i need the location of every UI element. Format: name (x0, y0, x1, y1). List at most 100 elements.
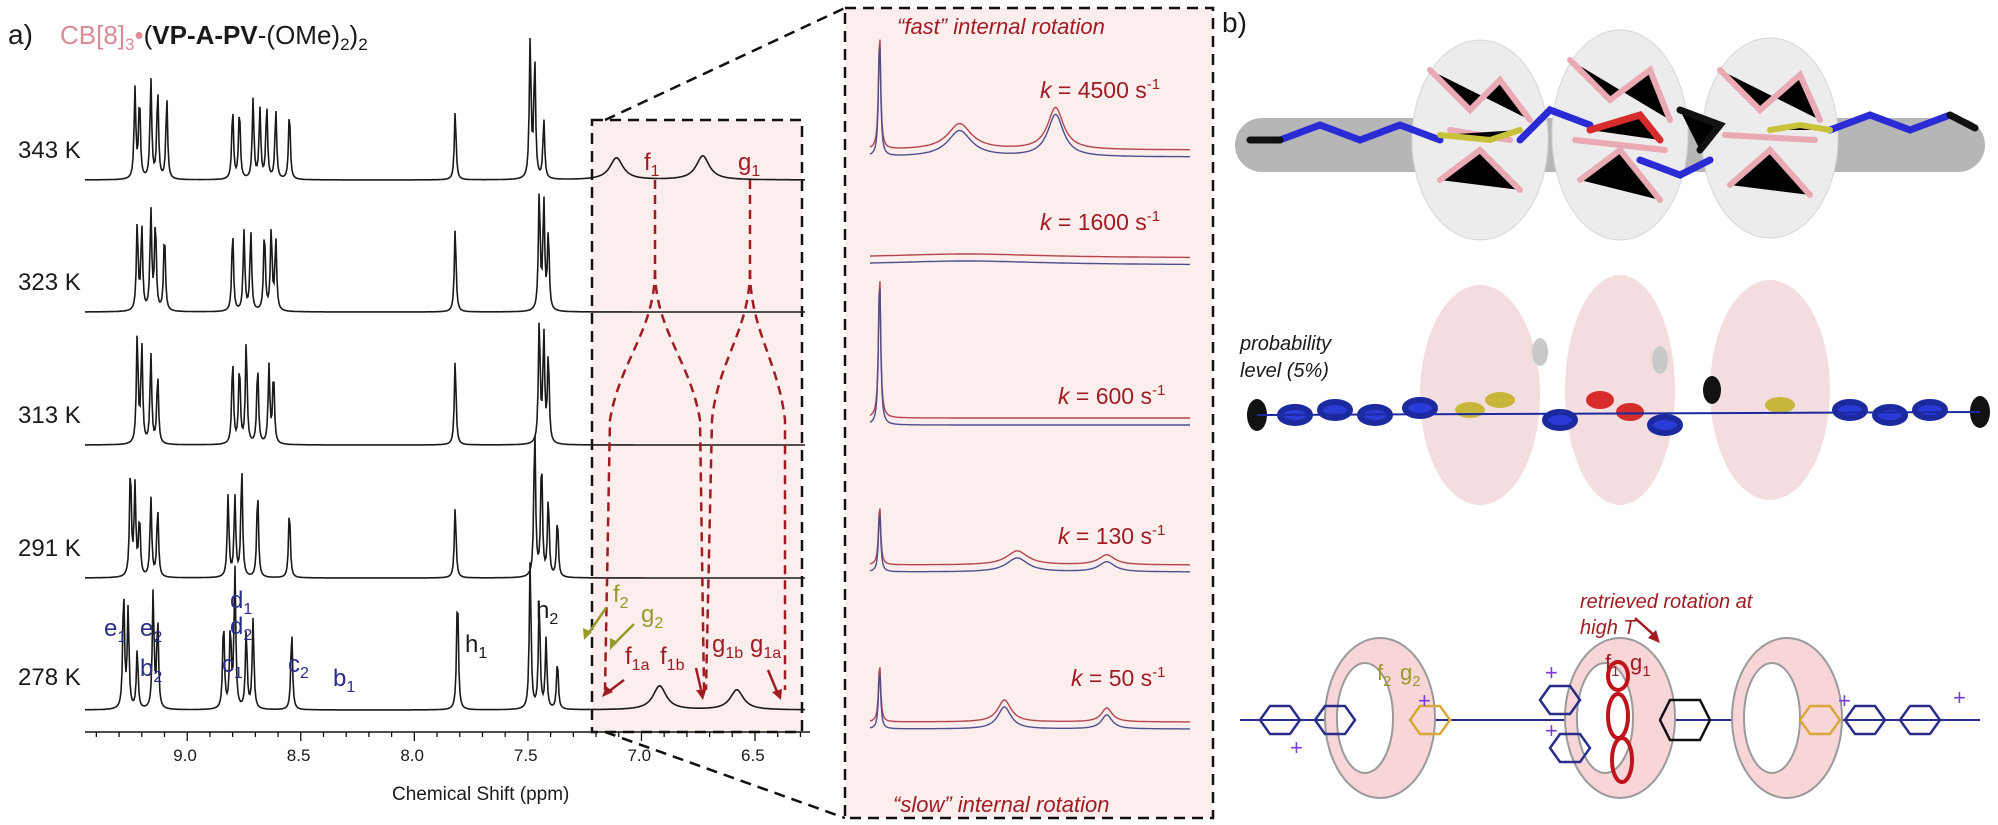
rate-4500: k = 4500 s-1 (1040, 76, 1160, 103)
simulated-trace-1-exp (870, 260, 1190, 266)
title-paren-open: ( (144, 20, 153, 50)
panel-a-label: a) (8, 19, 33, 50)
scheme-labels: f2 g2 f1 g1 (1377, 650, 1651, 690)
rate-600: k = 600 s-1 (1058, 382, 1165, 409)
scheme-g1: g1 (1630, 650, 1651, 680)
rate-130: k = 130 s-1 (1058, 522, 1165, 549)
temp-291: 291 K (18, 535, 81, 562)
svg-text:+: + (1290, 735, 1303, 760)
xtick-8.5: 8.5 (287, 746, 311, 765)
svg-text:+: + (1545, 718, 1558, 743)
retrieved-label-1: retrieved rotation at (1580, 591, 1754, 613)
simulated-trace-2-sim (869, 281, 1190, 419)
simulation-panel (845, 8, 1213, 818)
simulation-panel-border (843, 6, 1215, 820)
slow-rotation-label: “slow” internal rotation (893, 792, 1109, 817)
title-dot: • (135, 20, 144, 50)
rate-labels: k = 4500 s-1 k = 1600 s-1 k = 600 s-1 k … (1040, 76, 1166, 691)
temperature-labels: 343 K 323 K 313 K 291 K 278 K (18, 137, 81, 691)
label-c1: c1 (222, 651, 243, 682)
label-b2: b2 (140, 655, 162, 686)
peak-labels: e1 e2 b2 d1 d2 c1 c2 b1 h1 h2 f2 g2 f1a … (104, 149, 781, 696)
label-g1a: g1a (750, 631, 781, 662)
guide-f1-right (653, 269, 706, 691)
title-close-sub: 2 (358, 35, 367, 54)
label-arrows (583, 607, 782, 700)
xtick-7.0: 7.0 (627, 746, 651, 765)
svg-text:+: + (1545, 660, 1558, 685)
rate-50: k = 50 s-1 (1071, 664, 1166, 691)
chemical-scheme: + + + + + + (1240, 637, 1980, 799)
simulated-trace-4-exp (869, 674, 1190, 730)
spectrum-trace-291-K (85, 435, 805, 579)
spectrum-trace-343-K (85, 37, 805, 181)
label-b1: b1 (333, 665, 355, 696)
simulated-trace-0-exp (869, 46, 1190, 158)
molecular-model (1235, 29, 1985, 241)
label-f1b: f1b (660, 643, 685, 674)
label-e2: e2 (140, 615, 162, 646)
probability-label-1: probability (1239, 333, 1332, 355)
temp-313: 313 K (18, 402, 81, 429)
xtick-9.0: 9.0 (173, 746, 197, 765)
scheme-f1: f1 (1605, 650, 1619, 680)
panel-a-title: CB[8]3•(VP-A-PV-(OMe)2)2 (60, 20, 368, 54)
retrieved-arrow (1634, 617, 1660, 643)
label-f1: f1 (644, 149, 660, 180)
label-e1: e1 (104, 615, 126, 646)
panel-b-label: b) (1222, 7, 1247, 38)
simulated-spectra (869, 39, 1190, 730)
simulated-trace-4-sim (869, 667, 1190, 723)
temp-323: 323 K (18, 269, 81, 296)
scheme-g2: g2 (1400, 660, 1421, 690)
rate-1600: k = 1600 s-1 (1040, 208, 1160, 235)
title-cb8-sub: 3 (125, 35, 134, 54)
label-d1: d1 (230, 587, 252, 618)
label-g1b: g1b (712, 631, 743, 662)
scheme-f2: f2 (1377, 660, 1391, 690)
spectrum-trace-278-K (84, 562, 806, 711)
simulated-trace-2-exp (869, 288, 1190, 426)
title-close: ) (350, 20, 359, 50)
svg-text:+: + (1418, 688, 1431, 713)
xtick-7.5: 7.5 (514, 746, 538, 765)
xtick-6.5: 6.5 (741, 746, 765, 765)
simulated-trace-0-sim (869, 39, 1190, 151)
spectrum-trace-323-K (85, 193, 805, 313)
coalescence-guides (603, 180, 787, 691)
label-c2: c2 (288, 651, 309, 682)
simulated-trace-3-exp (869, 515, 1190, 573)
svg-text:+: + (1838, 688, 1851, 713)
label-h2: h2 (536, 597, 558, 628)
label-f1a: f1a (625, 643, 650, 674)
svg-text:+: + (1953, 685, 1966, 710)
guide-f1-left (603, 180, 657, 691)
guide-g1-left (704, 180, 752, 691)
label-g2: g2 (641, 601, 663, 632)
x-axis: 9.0 8.5 8.0 7.5 7.0 6.5 Chemical Shift (… (85, 731, 810, 805)
label-g1: g1 (738, 149, 760, 180)
probability-label-2: level (5%) (1240, 360, 1329, 382)
temp-343: 343 K (18, 137, 81, 164)
nmr-spectra (84, 37, 806, 711)
fast-rotation-label: “fast” internal rotation (897, 14, 1105, 39)
zoom-lines (604, 6, 846, 820)
simulated-trace-1-sim (870, 253, 1190, 259)
xtick-8.0: 8.0 (400, 746, 424, 765)
temp-278: 278 K (18, 664, 81, 691)
label-h1: h1 (465, 631, 487, 662)
spectrum-trace-313-K (85, 322, 805, 446)
x-axis-label: Chemical Shift (ppm) (392, 784, 569, 805)
title-cb8: CB[8] (60, 20, 125, 50)
guide-g1-right (748, 269, 787, 690)
probability-ellipsoids (1247, 275, 1990, 505)
title-rest: -(OMe) (258, 20, 340, 50)
title-bold: VP-A-PV (152, 20, 258, 50)
x-ticks (95, 732, 802, 741)
label-d2: d2 (230, 613, 252, 644)
retrieved-label-2: high T (1580, 617, 1637, 639)
title-rest-sub: 2 (340, 35, 349, 54)
label-f2: f2 (613, 581, 629, 612)
highlight-region (592, 120, 802, 732)
